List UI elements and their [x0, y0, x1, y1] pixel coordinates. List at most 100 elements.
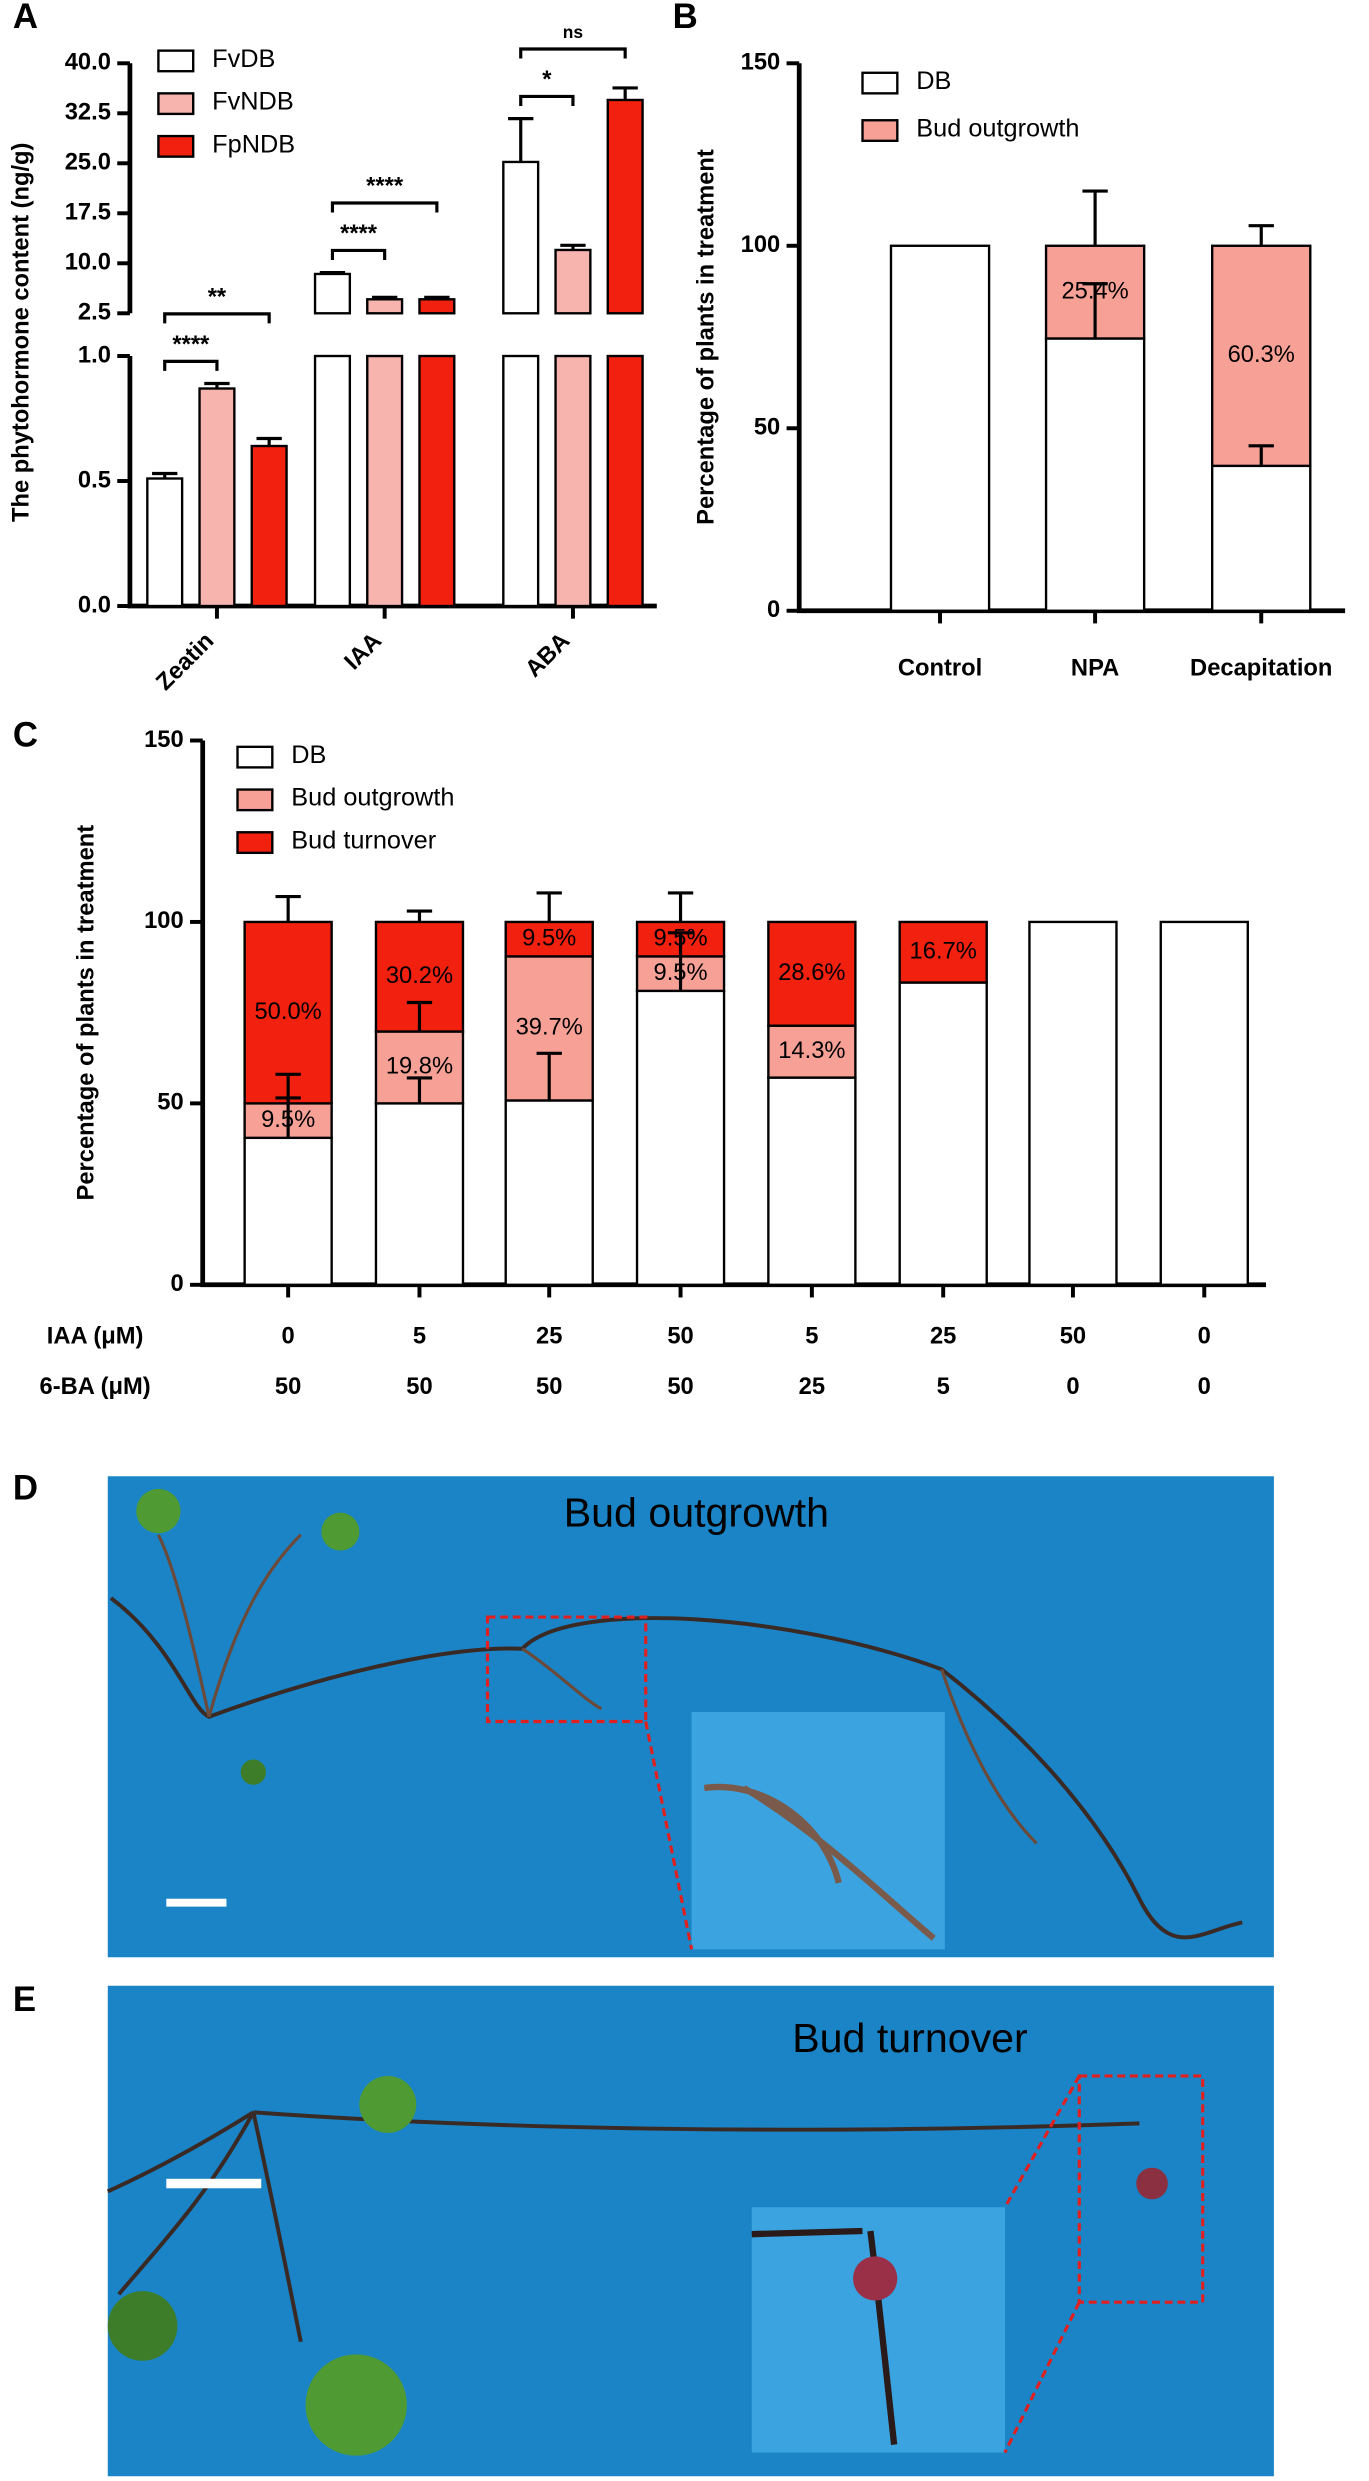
bar-segment [767, 1076, 857, 1286]
zoom-line [644, 1721, 694, 1950]
significance-bracket [519, 47, 627, 59]
bar [146, 477, 184, 608]
leaf [107, 2291, 178, 2361]
bud [1136, 2167, 1168, 2200]
significance-bracket [330, 201, 439, 213]
significance-bracket [163, 359, 219, 371]
legend-label: Bud outgrowth [916, 114, 1079, 142]
leaf [240, 1759, 266, 1785]
inset [751, 2207, 1005, 2453]
legend-swatch [157, 92, 195, 116]
x-tick-label: 50 [667, 1323, 693, 1349]
y-tick-label: 100 [144, 908, 184, 934]
significance-label: ns [563, 22, 583, 42]
legend-label: DB [916, 67, 951, 95]
value-label: 39.7% [516, 1015, 583, 1041]
stem [703, 1783, 936, 1941]
value-label: 9.5% [522, 925, 576, 951]
legend-swatch [236, 831, 274, 855]
bar-segment [889, 244, 991, 612]
stem [106, 2110, 1140, 2343]
zoom-line [1003, 2301, 1081, 2454]
significance-bracket [519, 94, 575, 106]
x-tick-label: Decapitation [1190, 656, 1332, 682]
legend-label: FvDB [212, 45, 275, 73]
y-tick-label: 50 [754, 415, 780, 441]
panel-letter: D [13, 1469, 38, 1508]
x-tick-label: NPA [1071, 656, 1119, 682]
y-tick-label: 25.0 [65, 150, 111, 176]
bar-segment [504, 920, 594, 958]
legend-swatch [236, 745, 274, 769]
legend-label: DB [291, 741, 326, 769]
bar-lower [313, 354, 352, 608]
y-tick-label: 0 [767, 597, 780, 623]
legend-swatch [157, 49, 195, 73]
zoom-box [485, 1615, 648, 1724]
x-tick-label: 0 [1066, 1374, 1079, 1400]
value-label: 30.2% [386, 963, 453, 989]
leaf [305, 2354, 407, 2456]
x-tick-label: 5 [413, 1323, 426, 1349]
x-tick-label: 50 [406, 1374, 432, 1400]
leaf [359, 2075, 417, 2133]
value-label: 14.3% [778, 1038, 845, 1064]
bar-segment [243, 1136, 333, 1286]
bar-segment [767, 1024, 857, 1079]
x-tick-label: 0 [282, 1323, 295, 1349]
x-tick-label: 50 [667, 1374, 693, 1400]
bar-segment [635, 989, 726, 1286]
value-label: 19.8% [386, 1054, 453, 1080]
x-tick-label: 50 [1060, 1323, 1086, 1349]
significance-bracket [163, 312, 271, 324]
legend-swatch [236, 788, 274, 812]
legend-label: Bud outgrowth [291, 784, 454, 812]
value-label: 16.7% [910, 939, 977, 965]
significance-label: **** [340, 221, 378, 247]
y-tick-label: 150 [144, 727, 184, 753]
x-tick-label: 50 [536, 1374, 562, 1400]
value-label: 50.0% [255, 999, 322, 1025]
y-tick-label: 1.0 [78, 342, 111, 368]
y-tick-label: 150 [741, 50, 781, 76]
significance-bracket [330, 248, 387, 260]
significance-label: **** [366, 173, 404, 199]
panel-letter: C [13, 716, 38, 755]
significance-label: **** [172, 332, 210, 358]
panel-letter: B [673, 0, 698, 36]
bar-segment [374, 1102, 465, 1286]
stem [751, 2227, 898, 2445]
y-axis-label: Percentage of plants in treatment [694, 149, 720, 525]
bar-segment [1211, 464, 1312, 612]
y-tick-label: 100 [741, 232, 781, 258]
y-tick-label: 32.5 [65, 100, 111, 126]
x-tick-label: 25 [799, 1374, 825, 1400]
bud [853, 2256, 898, 2301]
y-tick-label: 50 [157, 1090, 183, 1116]
bar-segment [1028, 920, 1118, 1286]
legend-swatch [861, 119, 899, 143]
significance-label: * [542, 67, 552, 93]
photo [107, 1476, 1274, 1958]
row-label: IAA (μM) [47, 1323, 144, 1349]
bar [418, 298, 456, 315]
leaf [321, 1512, 360, 1551]
stem [156, 1533, 1038, 1845]
bar-lower [418, 354, 456, 608]
y-tick-label: 0.0 [78, 592, 111, 618]
significance-label: ** [208, 284, 227, 310]
bar [313, 272, 352, 315]
leaf [136, 1488, 181, 1534]
bar [366, 298, 404, 315]
bar [198, 387, 236, 608]
bar-segment [1159, 920, 1249, 1286]
bar [554, 248, 592, 315]
y-axis-label: The phytohormone content (ng/g) [9, 143, 35, 522]
zoom-box [1077, 2074, 1205, 2304]
y-tick-label: 0 [171, 1271, 184, 1297]
bar-segment [898, 920, 988, 984]
photo-title: Bud turnover [792, 2015, 1028, 2061]
bar-segment [504, 1099, 594, 1286]
scale-bar [166, 2178, 262, 2189]
y-tick-label: 40.0 [65, 50, 111, 76]
